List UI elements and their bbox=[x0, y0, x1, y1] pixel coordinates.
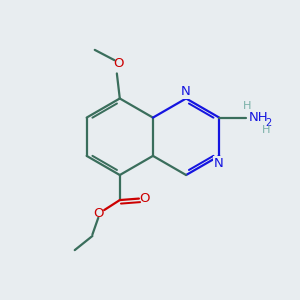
Text: O: O bbox=[139, 192, 150, 205]
Text: NH: NH bbox=[249, 111, 268, 124]
Text: O: O bbox=[113, 57, 124, 70]
Text: H: H bbox=[262, 125, 271, 135]
Text: N: N bbox=[181, 85, 190, 98]
Text: H: H bbox=[243, 101, 251, 111]
Text: 2: 2 bbox=[265, 118, 271, 128]
Text: N: N bbox=[214, 157, 224, 170]
Text: O: O bbox=[94, 207, 104, 220]
